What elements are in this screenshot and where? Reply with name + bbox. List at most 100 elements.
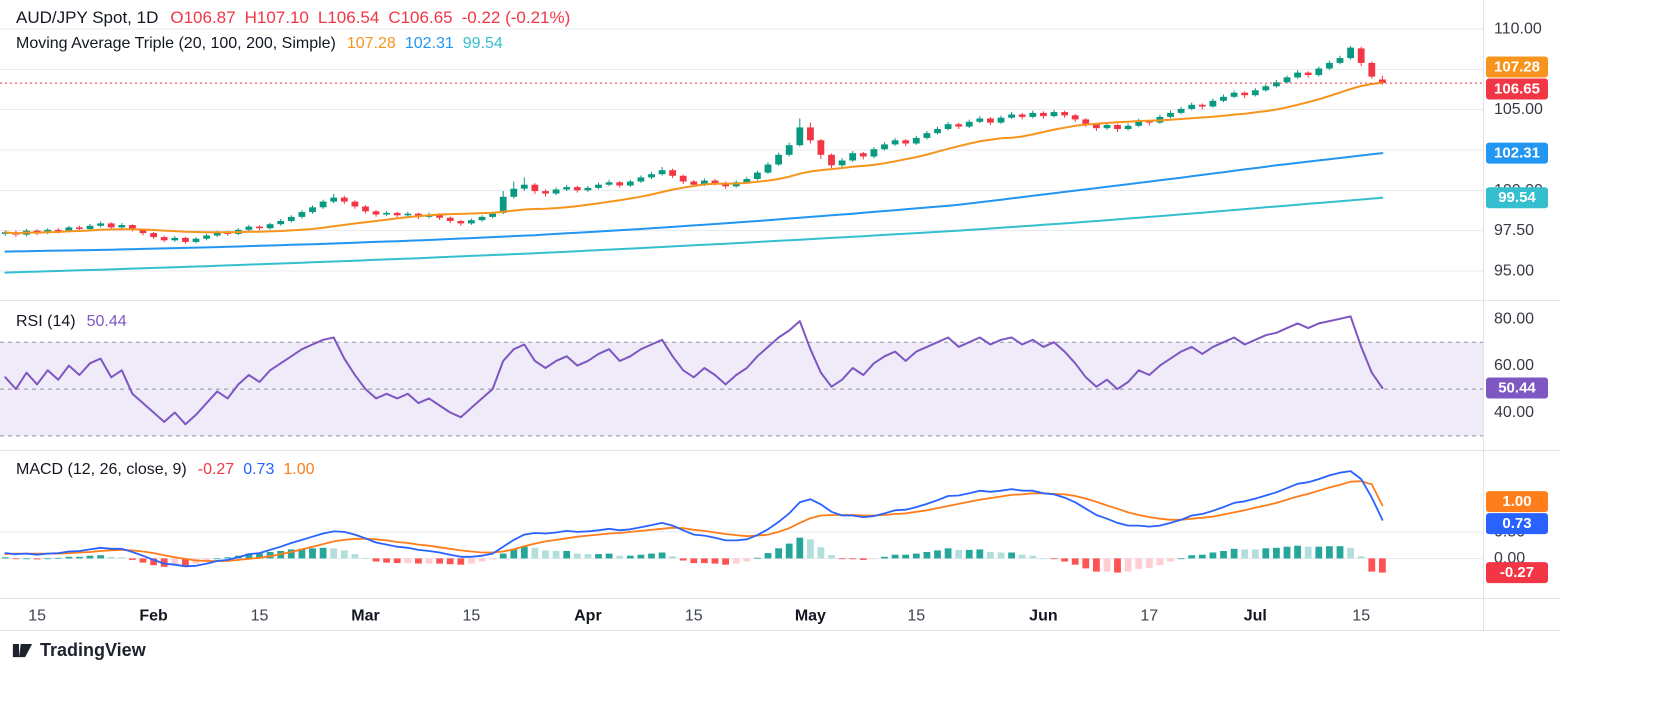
macd-hist-bar — [1145, 558, 1153, 568]
candle-body — [1093, 124, 1100, 129]
candle-body — [266, 224, 274, 229]
macd-line-badge — [1486, 513, 1548, 535]
candle-body — [1315, 68, 1323, 75]
macd-hist-bar — [33, 558, 41, 560]
axis-label: 97.50 — [1494, 222, 1534, 239]
macd-hist-bar — [520, 546, 528, 559]
candle-body — [997, 117, 1005, 123]
candle-body — [468, 220, 475, 224]
macd-hist-bar — [849, 558, 857, 560]
candle-body — [171, 237, 179, 241]
candle-body — [192, 238, 200, 242]
macd-hist-bar — [859, 558, 867, 560]
rsi-band — [0, 342, 1483, 436]
macd-hist-bar — [499, 553, 507, 559]
macd-hist-bar — [1304, 546, 1312, 559]
pane-separators — [0, 0, 1560, 631]
macd-line-value: 0.73 — [243, 461, 275, 478]
candle-body — [785, 145, 793, 155]
ma200-price-badge — [1486, 187, 1548, 209]
candle-body — [319, 201, 327, 208]
price-pane-legend[interactable]: AUD/JPY Spot, 1D O106.87 H107.10 L106.54… — [16, 8, 579, 28]
time-label: 15 — [463, 608, 481, 625]
candle-body — [1336, 58, 1344, 63]
candle-body — [393, 212, 401, 216]
macd-hist-bar — [902, 554, 910, 559]
macd-hist-bar — [404, 558, 412, 564]
candle-body — [1379, 79, 1386, 84]
time-label: Mar — [351, 608, 379, 625]
macd-hist-bar — [171, 558, 179, 566]
macd-hist-bar — [1336, 546, 1344, 559]
price-scale[interactable]: 110.00105.00100.0097.5095.0080.0060.0040… — [1486, 21, 1548, 584]
chart-canvas[interactable]: 110.00105.00100.0097.5095.0080.0060.0040… — [0, 0, 1560, 632]
candle-body — [859, 153, 867, 157]
candle-body — [287, 216, 295, 221]
macd-hist-bar — [732, 558, 740, 564]
last-price-badge-label: 106.65 — [1494, 81, 1540, 98]
candle-body — [203, 235, 210, 239]
macd-hist-bar — [107, 556, 115, 559]
macd-hist-bar — [573, 553, 581, 559]
macd-hist-badge — [1486, 562, 1548, 584]
macd-hist-bar — [1071, 558, 1079, 565]
candle-body — [1251, 90, 1259, 96]
candle-body — [542, 191, 549, 194]
macd-hist-bar — [245, 553, 253, 559]
candle-body — [1209, 100, 1217, 107]
axis-label: 40.00 — [1494, 404, 1534, 421]
time-label: 17 — [1140, 608, 1158, 625]
macd-hist-bar — [1220, 551, 1227, 559]
macd-hist-bar — [754, 557, 761, 559]
candle-body — [1357, 48, 1365, 63]
macd-hist-badge-label: -0.27 — [1500, 564, 1534, 581]
candle-body — [118, 225, 126, 228]
macd-hist-bar — [287, 549, 295, 559]
macd-hist-bar — [182, 558, 189, 566]
symbol-title: AUD/JPY Spot, 1D — [16, 8, 159, 27]
macd-hist-bar — [224, 557, 232, 559]
candle-body — [340, 197, 348, 202]
macd-hist-bar — [743, 558, 751, 562]
candle-body — [923, 133, 931, 138]
macd-pane — [0, 470, 1483, 573]
axis-label: 110.00 — [1494, 21, 1542, 38]
ma100-value: 102.31 — [404, 35, 454, 52]
candle-body — [97, 223, 104, 226]
macd-signal-badge — [1486, 491, 1548, 513]
macd-hist-bar — [1103, 558, 1111, 572]
macd-hist-bar — [679, 558, 687, 561]
candle-body — [372, 211, 380, 215]
time-label: 15 — [251, 608, 269, 625]
candle-body — [743, 179, 751, 183]
candle-body — [1262, 86, 1270, 91]
macd-hist-bar — [807, 539, 814, 559]
macd-hist-bar — [1188, 555, 1196, 559]
macd-hist-bar — [446, 558, 454, 565]
macd-hist-bar — [1008, 552, 1015, 559]
macd-hist-bar — [923, 552, 931, 559]
candle-body — [817, 140, 825, 155]
macd-hist-bar — [881, 556, 888, 559]
macd-hist-bar — [1135, 558, 1143, 569]
macd-hist-bar — [309, 548, 316, 559]
macd-hist-bar — [605, 553, 613, 559]
macd-hist-bar — [1347, 547, 1354, 559]
tradingview-logo[interactable]: TradingView — [12, 640, 146, 661]
macd-hist-bar — [626, 555, 634, 559]
macd-hist-bar — [1368, 558, 1376, 572]
macd-hist-bar — [510, 548, 518, 559]
macd-hist-bar — [616, 555, 624, 559]
rsi-legend[interactable]: RSI (14) 50.44 — [16, 313, 136, 331]
macd-legend[interactable]: MACD (12, 26, close, 9) -0.27 0.73 1.00 — [16, 461, 323, 479]
brand-name: TradingView — [40, 640, 146, 660]
macd-hist-bar — [1029, 555, 1037, 559]
candle-body — [1273, 82, 1280, 87]
candle-body — [870, 149, 878, 157]
candle-body — [605, 182, 613, 185]
macd-hist-bar — [393, 558, 401, 564]
ma-legend[interactable]: Moving Average Triple (20, 100, 200, Sim… — [16, 35, 512, 53]
macd-hist-bar — [86, 555, 94, 559]
time-axis[interactable]: 15 Feb 15 Mar 15 Apr 15 May 15 Jun 17 Jul 15 — [28, 608, 1370, 625]
macd-hist-bar — [1379, 558, 1386, 573]
